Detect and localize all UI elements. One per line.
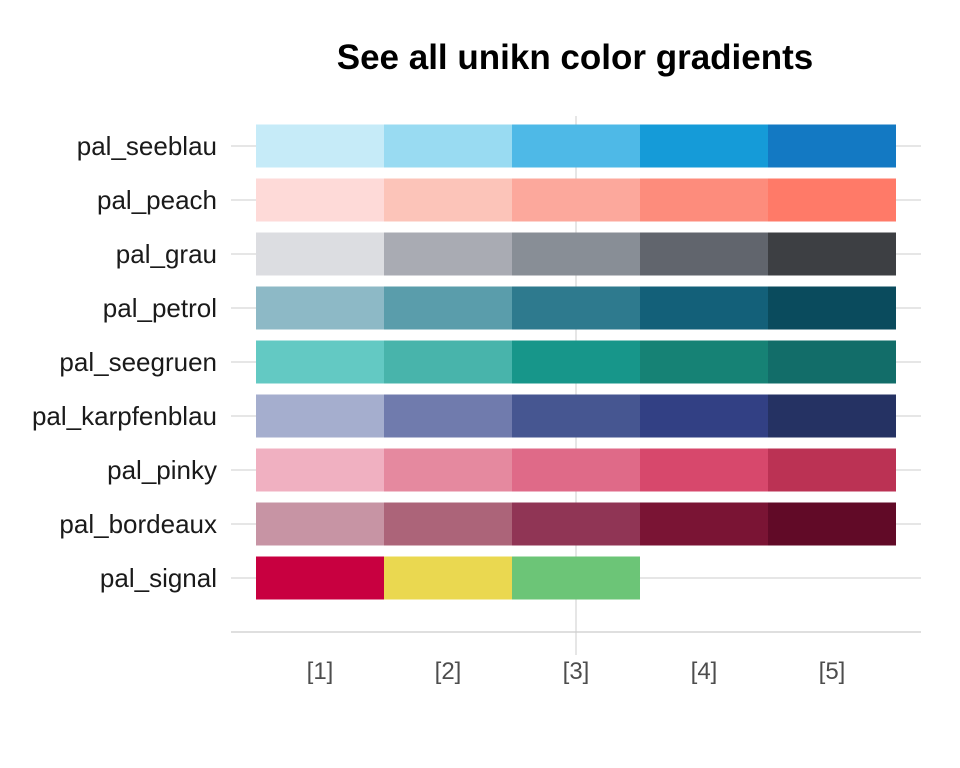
color-tile-pal_grau-4 — [640, 232, 768, 276]
color-tile-pal_signal-3 — [512, 556, 640, 600]
color-tile-pal_petrol-1 — [256, 286, 384, 330]
color-tile-pal_karpfenblau-5 — [768, 394, 896, 438]
color-tile-pal_seeblau-1 — [256, 124, 384, 168]
x-tick-label: [2] — [435, 658, 462, 685]
color-tile-pal_bordeaux-1 — [256, 502, 384, 546]
color-tile-pal_peach-3 — [512, 178, 640, 222]
color-tile-pal_seeblau-4 — [640, 124, 768, 168]
color-tile-pal_petrol-3 — [512, 286, 640, 330]
color-tile-pal_grau-3 — [512, 232, 640, 276]
color-tile-pal_seegruen-4 — [640, 340, 768, 384]
color-tile-pal_petrol-2 — [384, 286, 512, 330]
color-tile-pal_signal-1 — [256, 556, 384, 600]
palette-label: pal_peach — [97, 185, 217, 215]
palette-label: pal_bordeaux — [59, 509, 217, 539]
color-tile-pal_bordeaux-3 — [512, 502, 640, 546]
palette-label: pal_karpfenblau — [32, 401, 217, 431]
color-tile-pal_pinky-2 — [384, 448, 512, 492]
color-tile-pal_seeblau-5 — [768, 124, 896, 168]
x-tick-label: [1] — [307, 658, 334, 685]
color-tile-pal_karpfenblau-1 — [256, 394, 384, 438]
color-tile-pal_seeblau-2 — [384, 124, 512, 168]
color-tile-pal_signal-2 — [384, 556, 512, 600]
x-tick-label: [4] — [691, 658, 718, 685]
color-tile-pal_seegruen-5 — [768, 340, 896, 384]
x-tick-labels: [1] [2] [3] [4] [5] — [307, 658, 846, 685]
color-tile-pal_grau-5 — [768, 232, 896, 276]
color-tile-pal_pinky-1 — [256, 448, 384, 492]
color-tile-pal_peach-4 — [640, 178, 768, 222]
x-tick-label: [5] — [819, 658, 846, 685]
color-tile-pal_karpfenblau-4 — [640, 394, 768, 438]
color-tile-pal_pinky-4 — [640, 448, 768, 492]
color-tile-pal_karpfenblau-3 — [512, 394, 640, 438]
color-tile-pal_bordeaux-4 — [640, 502, 768, 546]
palette-label: pal_petrol — [103, 293, 217, 323]
color-tile-pal_pinky-3 — [512, 448, 640, 492]
color-tile-pal_seeblau-3 — [512, 124, 640, 168]
color-tiles — [256, 124, 896, 600]
color-tile-pal_pinky-5 — [768, 448, 896, 492]
color-tile-pal_peach-5 — [768, 178, 896, 222]
color-tile-pal_grau-1 — [256, 232, 384, 276]
color-tile-pal_bordeaux-5 — [768, 502, 896, 546]
palette-label: pal_signal — [100, 563, 217, 593]
palette-label: pal_seeblau — [77, 131, 217, 161]
palette-label: pal_pinky — [107, 455, 217, 485]
color-tile-pal_bordeaux-2 — [384, 502, 512, 546]
color-tile-pal_karpfenblau-2 — [384, 394, 512, 438]
color-tile-pal_peach-1 — [256, 178, 384, 222]
y-tick-labels: pal_seeblau pal_peach pal_grau pal_petrolpa… — [32, 131, 217, 593]
color-tile-pal_peach-2 — [384, 178, 512, 222]
color-tile-pal_seegruen-1 — [256, 340, 384, 384]
palette-label: pal_seegruen — [59, 347, 217, 377]
x-tick-label: [3] — [563, 658, 590, 685]
color-tile-pal_petrol-5 — [768, 286, 896, 330]
color-tile-pal_petrol-4 — [640, 286, 768, 330]
color-tile-pal_seegruen-3 — [512, 340, 640, 384]
palette-label: pal_grau — [116, 239, 217, 269]
color-tile-pal_seegruen-2 — [384, 340, 512, 384]
color-tile-pal_grau-2 — [384, 232, 512, 276]
chart-title: See all unikn color gradients — [336, 38, 814, 77]
